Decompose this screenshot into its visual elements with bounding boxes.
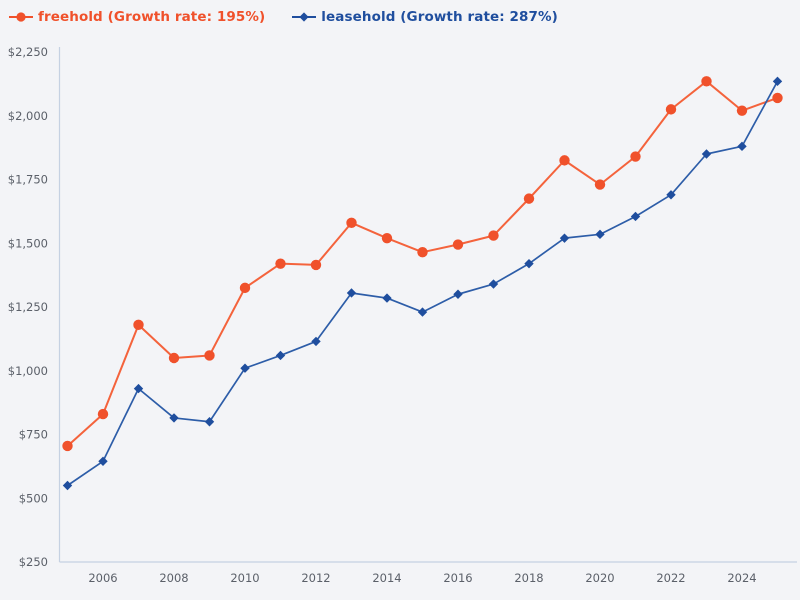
leasehold-line (67, 80, 779, 487)
leasehold-point (98, 456, 108, 466)
y-tick-label: $2,250 (8, 45, 48, 59)
x-tick-label: 2022 (656, 571, 685, 585)
freehold-line (66, 80, 778, 447)
legend-item-freehold[interactable]: freehold (Growth rate: 195%) (9, 9, 265, 25)
leasehold-point (737, 141, 747, 152)
y-tick-label: $750 (19, 428, 48, 442)
y-tick-label: $250 (19, 555, 48, 569)
freehold-point (310, 259, 322, 271)
freehold-point (204, 350, 215, 361)
leasehold-point (417, 307, 428, 317)
leasehold-point (630, 211, 641, 222)
freehold-point (594, 179, 606, 190)
leasehold-point (666, 190, 676, 200)
freehold-line-circle-icon (9, 12, 33, 22)
freehold-point (239, 282, 251, 294)
leasehold-point (453, 289, 463, 299)
x-tick-label: 2018 (514, 571, 543, 585)
freehold-point (488, 230, 499, 241)
leasehold-point (382, 293, 392, 303)
freehold-point (665, 104, 677, 115)
x-tick-label: 2024 (727, 571, 756, 585)
freehold-point (133, 319, 144, 331)
x-tick-label: 2012 (301, 571, 330, 585)
freehold-point (630, 151, 641, 162)
x-tick-label: 2006 (88, 571, 117, 585)
legend-label-leasehold: leasehold (Growth rate: 287%) (321, 9, 558, 25)
freehold-point (417, 246, 428, 258)
leasehold-point (240, 363, 250, 373)
y-tick-label: $500 (19, 491, 48, 505)
leasehold-point (772, 76, 783, 87)
freehold-point (523, 193, 535, 204)
x-tick-label: 2014 (372, 571, 401, 585)
x-tick-label: 2020 (585, 571, 614, 585)
freehold-point (381, 232, 393, 244)
legend-label-freehold: freehold (Growth rate: 195%) (38, 9, 266, 25)
leasehold-point (204, 417, 215, 427)
leasehold-point (488, 279, 499, 289)
x-tick-label: 2010 (230, 571, 259, 585)
leasehold-point (346, 288, 357, 298)
leasehold-point (275, 350, 286, 361)
leasehold-point (701, 149, 712, 159)
x-tick-label: 2008 (159, 571, 188, 585)
freehold-point (275, 258, 286, 269)
freehold-point (772, 92, 783, 104)
chart-legend: freehold (Growth rate: 195%) leasehold (… (9, 9, 558, 25)
leasehold-point (169, 413, 179, 423)
y-tick-label: $1,750 (8, 173, 48, 187)
leasehold-point (62, 480, 73, 491)
freehold-point (452, 239, 464, 250)
leasehold-line-diamond-icon (292, 12, 317, 22)
x-tick-label: 2016 (443, 571, 472, 585)
y-tick-label: $1,250 (8, 300, 48, 314)
y-tick-label: $1,500 (8, 236, 48, 250)
freehold-point (736, 105, 748, 116)
freehold-point (168, 352, 180, 364)
leasehold-point (133, 383, 144, 394)
legend-item-leasehold[interactable]: leasehold (Growth rate: 287%) (292, 9, 558, 25)
freehold-point (97, 408, 109, 420)
leasehold-point (559, 233, 570, 243)
freehold-point (62, 440, 73, 452)
freehold-point (701, 76, 712, 87)
leasehold-point (595, 229, 605, 240)
freehold-point (346, 217, 357, 229)
freehold-point (559, 155, 570, 166)
y-tick-label: $2,000 (8, 109, 48, 123)
leasehold-point (311, 336, 321, 347)
y-tick-label: $1,000 (8, 364, 48, 378)
leasehold-point (524, 258, 534, 269)
